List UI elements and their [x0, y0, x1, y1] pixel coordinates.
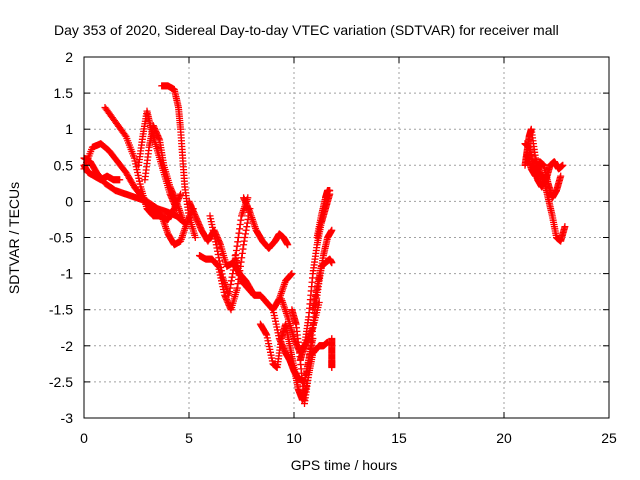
data-point — [191, 234, 199, 241]
data-point — [561, 223, 569, 231]
data-point — [559, 161, 567, 169]
series-track-6 — [141, 122, 187, 223]
x-tick-label: 15 — [391, 430, 407, 446]
axis-ticks — [83, 56, 610, 419]
data-point — [328, 363, 336, 371]
series-track-3 — [80, 161, 124, 184]
y-tick-label: -0.5 — [49, 230, 73, 246]
x-tick-label: 5 — [185, 430, 193, 446]
grid-lines — [84, 57, 609, 418]
data-point — [288, 270, 296, 278]
data-point — [116, 176, 124, 184]
series-track-24 — [523, 150, 565, 202]
x-tick-label: 10 — [286, 430, 302, 446]
data-point — [328, 226, 336, 234]
data-point — [328, 259, 336, 267]
series-track-11 — [231, 252, 296, 314]
data-point — [284, 241, 292, 249]
y-tick-label: -1 — [61, 266, 74, 282]
data-point — [326, 187, 334, 195]
y-tick-label: 2 — [65, 49, 73, 65]
series-track-12 — [240, 194, 292, 252]
y-tick-label: 0.5 — [54, 157, 74, 173]
series-track-4 — [101, 104, 197, 249]
data-point — [179, 215, 187, 223]
chart-title: Day 353 of 2020, Sidereal Day-to-day VTE… — [54, 22, 559, 38]
data-point — [557, 172, 565, 180]
y-tick-label: 1.5 — [54, 85, 74, 101]
series-track-20 — [313, 187, 334, 241]
y-tick-label: 0 — [65, 193, 73, 209]
series-track-21 — [328, 335, 336, 371]
y-tick-label: -1.5 — [49, 302, 73, 318]
y-tick-label: 1 — [65, 121, 73, 137]
y-tick-label: -2.5 — [49, 374, 73, 390]
series-track-7 — [158, 82, 199, 241]
y-axis-title: SDTVAR / TECUs — [6, 182, 22, 294]
series-track-19 — [309, 255, 336, 314]
data-point — [177, 190, 185, 198]
x-tick-label: 0 — [80, 430, 88, 446]
data-point — [121, 131, 129, 139]
data-points — [80, 82, 569, 408]
series-track-10 — [206, 194, 252, 299]
y-tick-labels: 2 1.5 1 0.5 0 -0.5 -1 -1.5 -2 -2.5 -3 — [49, 49, 73, 426]
x-tick-labels: 0 5 10 15 20 25 — [80, 430, 617, 446]
y-tick-label: -3 — [61, 410, 74, 426]
x-tick-label: 20 — [496, 430, 512, 446]
x-axis-title: GPS time / hours — [291, 457, 398, 473]
y-tick-label: -2 — [61, 338, 74, 354]
x-tick-label: 25 — [601, 430, 617, 446]
